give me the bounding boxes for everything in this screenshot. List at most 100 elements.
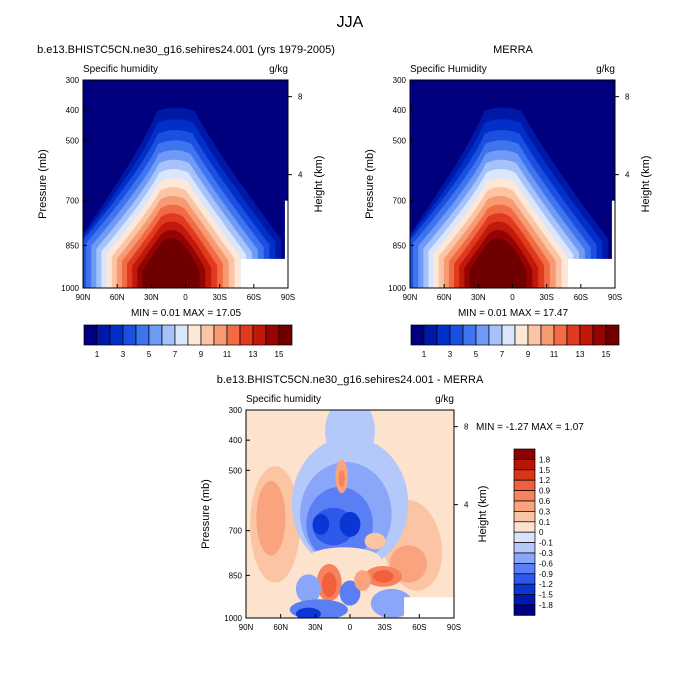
y-tick-label: 700 [393, 197, 407, 206]
contour-band [295, 607, 321, 618]
colorbar-swatch [592, 324, 607, 346]
colorbar-swatch [226, 324, 241, 346]
y-tick-label: 300 [229, 406, 243, 415]
colorbar-label: 5 [474, 350, 479, 359]
contour-band [372, 570, 394, 583]
colorbar-label: 0.1 [539, 518, 551, 527]
x-tick-label: 0 [348, 623, 353, 632]
missing-data [567, 258, 615, 288]
x-tick-label: 30S [540, 293, 554, 302]
panel-merra-stats: MIN = 0.01 MAX = 17.47 [458, 308, 568, 319]
contour-band [364, 532, 386, 550]
colorbar-swatch [513, 573, 536, 585]
colorbar-label: 1.8 [539, 455, 551, 464]
panel-diff-y2label: Height (km) [477, 486, 489, 543]
panel-diff-stats: MIN = -1.27 MAX = 1.07 [476, 422, 584, 433]
colorbar-label: 0.3 [539, 507, 551, 516]
colorbar-swatch [174, 324, 189, 346]
x-tick-label: 90N [76, 293, 91, 302]
colorbar-label: 13 [249, 350, 258, 359]
panel-model-stats: MIN = 0.01 MAX = 17.05 [131, 308, 241, 319]
colorbar-label: 3 [121, 350, 126, 359]
contour-band [338, 470, 345, 487]
colorbar-difference: 1.81.51.20.90.60.30.10-0.1-0.3-0.6-0.9-1… [513, 448, 553, 616]
colorbar-swatch [513, 511, 536, 523]
panel-merra-title: MERRA [493, 44, 533, 56]
contour-band [306, 547, 382, 573]
y2-tick-label: 8 [464, 423, 469, 432]
missing-data [404, 597, 454, 618]
y2-tick-label: 4 [298, 171, 303, 180]
colorbar-swatch [513, 490, 536, 502]
x-tick-label: 30S [378, 623, 392, 632]
panel-model: b.e13.BHISTC5CN.ne30_g16.sehires24.001 (… [37, 44, 335, 319]
colorbar-swatch [514, 324, 529, 346]
missing-data [611, 200, 615, 288]
x-tick-label: 60S [574, 293, 588, 302]
colorbar-swatch [513, 469, 536, 481]
colorbar-label: -0.3 [539, 549, 553, 558]
x-tick-label: 90N [403, 293, 418, 302]
colorbar-swatch [527, 324, 542, 346]
panel-diff-right-label: g/kg [435, 394, 454, 405]
contour-band [256, 480, 286, 556]
panel-model-y2label: Height (km) [313, 156, 325, 213]
x-tick-label: 0 [510, 293, 515, 302]
colorbar-label: 11 [223, 350, 232, 359]
panel-diff-axes: 90N 60N 30N 0 30S 60S 90S 300 400 500 700 850 1000 8 4 [224, 406, 469, 632]
colorbar-label: -1.8 [539, 601, 553, 610]
contour-band [339, 511, 361, 537]
y-tick-label: 400 [393, 106, 407, 115]
contour-band [312, 514, 330, 535]
y-tick-label: 1000 [224, 614, 242, 623]
colorbar-swatch [239, 324, 254, 346]
panel-model-contours [83, 80, 288, 288]
colorbar-swatch [148, 324, 163, 346]
panel-model-ylabel: Pressure (mb) [37, 149, 49, 219]
panel-diff-contours [250, 410, 454, 618]
panel-merra-ylabel: Pressure (mb) [364, 149, 376, 219]
colorbar-swatch [513, 448, 536, 460]
contour-band [354, 570, 371, 591]
colorbar-swatch [462, 324, 477, 346]
figure-title: JJA [337, 14, 364, 31]
y2-tick-label: 4 [625, 171, 630, 180]
contour-band [321, 572, 337, 598]
y-tick-label: 400 [66, 106, 80, 115]
panel-diff: b.e13.BHISTC5CN.ne30_g16.sehires24.001 -… [200, 374, 584, 632]
x-tick-label: 60S [412, 623, 426, 632]
colorbar-label: 7 [500, 350, 505, 359]
colorbar-swatch [252, 324, 267, 346]
panel-merra-left-label: Specific Humidity [410, 64, 487, 75]
x-tick-label: 90S [281, 293, 295, 302]
panel-model-right-label: g/kg [269, 64, 288, 75]
colorbar-label: 9 [526, 350, 531, 359]
colorbar-swatch [513, 500, 536, 512]
colorbar-label: 9 [199, 350, 204, 359]
x-tick-label: 90S [447, 623, 461, 632]
y-tick-label: 300 [393, 76, 407, 85]
y-tick-label: 850 [66, 241, 80, 250]
panel-merra-contours [410, 80, 615, 288]
y-tick-label: 500 [393, 136, 407, 145]
colorbar-swatch [265, 324, 280, 346]
y-tick-label: 500 [66, 136, 80, 145]
panel-diff-title: b.e13.BHISTC5CN.ne30_g16.sehires24.001 -… [217, 374, 484, 386]
y2-tick-label: 8 [298, 93, 303, 102]
colorbar-swatch [135, 324, 150, 346]
colorbar-swatch [540, 324, 555, 346]
panel-merra-axes: 90N 60N 30N 0 30S 60S 90S 300 400 500 700 850 1000 8 4 [388, 76, 630, 302]
colorbar-swatch [579, 324, 594, 346]
panel-model-axes: 90N 60N 30N 0 30S 60S 90S 300 400 500 700 850 1000 8 4 [61, 76, 303, 302]
panel-merra-right-label: g/kg [596, 64, 615, 75]
colorbar-swatch [605, 324, 620, 346]
colorbar-label: -0.9 [539, 570, 553, 579]
y-tick-label: 300 [66, 76, 80, 85]
colorbar-swatch [513, 594, 536, 606]
x-tick-label: 90N [239, 623, 254, 632]
colorbar-label: 3 [448, 350, 453, 359]
y-tick-label: 1000 [388, 284, 406, 293]
colorbar-swatch [187, 324, 202, 346]
colorbar-label: -1.2 [539, 580, 553, 589]
